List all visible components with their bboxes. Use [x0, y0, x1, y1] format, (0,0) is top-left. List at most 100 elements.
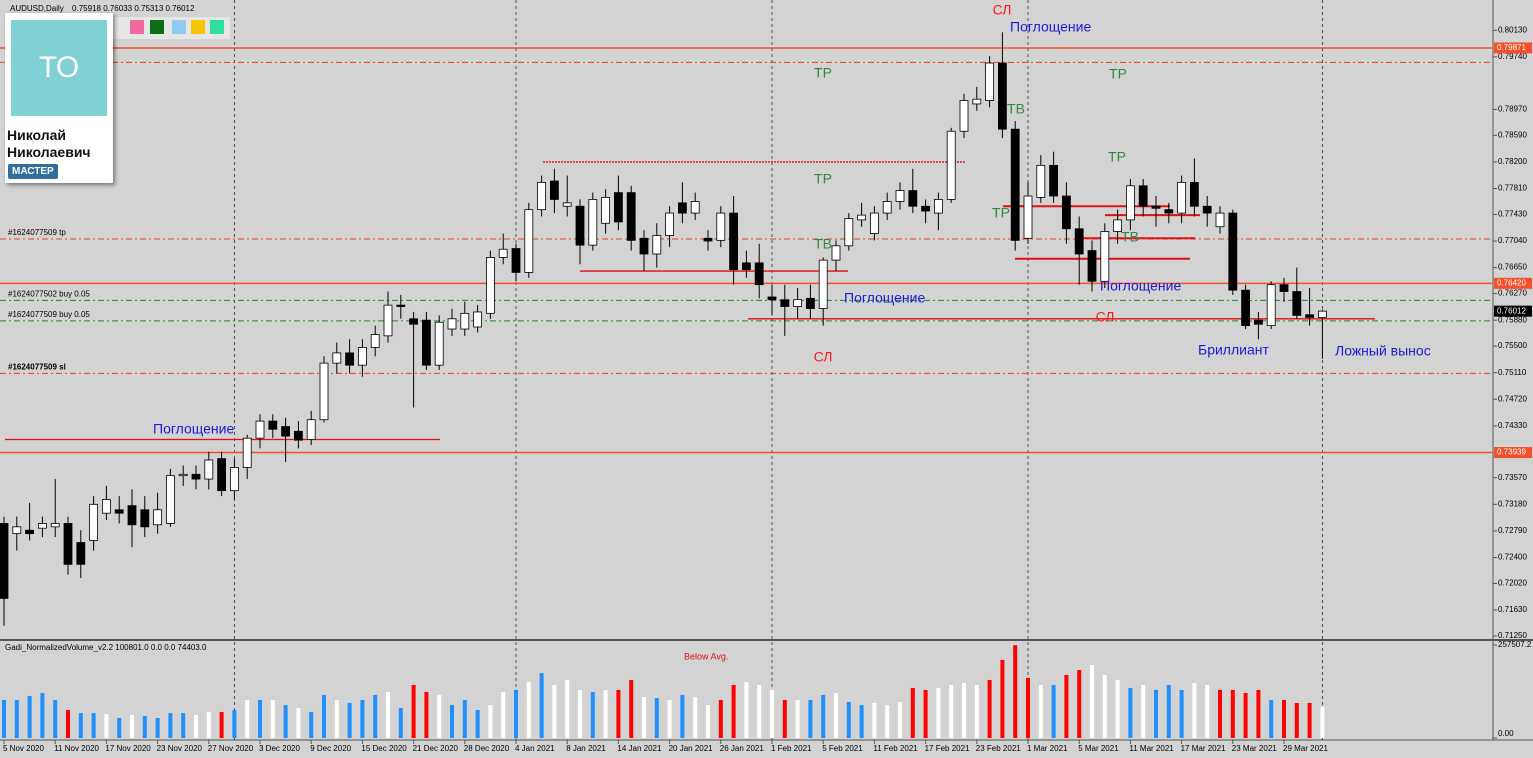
x-tick-label: 21 Dec 2020 [413, 744, 459, 753]
candle-body [550, 180, 559, 200]
candle-body [1010, 128, 1020, 241]
candle-body [1023, 195, 1033, 239]
y-tick-label: 0.78200 [1498, 157, 1527, 166]
volume-bar [334, 699, 339, 738]
swatch[interactable] [191, 20, 205, 34]
candle-body [537, 181, 546, 211]
volume-bar [1051, 684, 1056, 738]
x-tick-label: 4 Jan 2021 [515, 744, 555, 753]
annotation: Бриллиант [1198, 342, 1269, 358]
y-tick-label: 0.78970 [1498, 105, 1527, 114]
y-tick-label: 0.80130 [1498, 25, 1527, 34]
annotation: ТР [814, 65, 832, 81]
x-tick-label: 8 Jan 2021 [566, 744, 606, 753]
candle-body [345, 352, 355, 366]
volume-bar [347, 702, 352, 738]
candle-body [1100, 231, 1110, 282]
candle-body [754, 262, 764, 286]
candle-body [831, 245, 841, 261]
header-high: 0.76033 [103, 4, 132, 13]
volume-bar [206, 711, 211, 738]
volume-bar [718, 699, 723, 738]
y-tick-label: 0.77040 [1498, 236, 1527, 245]
volume-bar [795, 699, 800, 738]
volume-bar [1192, 682, 1197, 738]
volume-bar [1090, 664, 1094, 738]
candle-body [626, 192, 636, 241]
toolbar [112, 17, 230, 39]
volume-bar [821, 694, 826, 738]
volume-bar [78, 712, 83, 738]
candle-body [460, 312, 470, 330]
x-tick-label: 23 Feb 2021 [976, 744, 1021, 753]
volume-bar [1141, 684, 1146, 738]
annotation: Поглощение [1100, 278, 1181, 294]
volume-note: Below Avg. [684, 651, 728, 661]
candle-body [1074, 228, 1084, 255]
candle-body [383, 304, 393, 337]
volume-bar [168, 712, 173, 738]
candle-body [729, 212, 738, 271]
volume-bar [117, 717, 122, 738]
x-tick-label: 5 Nov 2020 [3, 744, 44, 753]
candle-body [678, 202, 687, 214]
volume-bar [1077, 669, 1082, 738]
volume-bar [859, 704, 864, 738]
price-box [1494, 277, 1532, 289]
current-price-label: 0.76012 [1497, 306, 1526, 315]
volume-bar [629, 679, 634, 738]
volume-bar [91, 712, 96, 738]
y-tick-label: 0.78590 [1498, 130, 1527, 139]
order-label: #1624077509 tp [8, 228, 66, 237]
candle-body [357, 347, 367, 366]
volume-bar [552, 684, 557, 738]
y-tick-label: 0.73570 [1498, 473, 1527, 482]
volume-bar [1218, 689, 1222, 738]
volume-bar [130, 714, 134, 738]
volume-bar [1038, 684, 1043, 738]
volume-bar [936, 687, 941, 738]
annotation: ТР [992, 205, 1010, 221]
volume-bar [1269, 699, 1274, 738]
candle-body [89, 503, 98, 541]
swatch[interactable] [210, 20, 224, 34]
current-price-box [1494, 305, 1532, 317]
volume-bar [245, 699, 250, 738]
volume-bar [66, 709, 70, 738]
candle-body [306, 419, 316, 440]
swatch[interactable] [172, 20, 186, 34]
volume-bar [1102, 674, 1107, 738]
x-tick-label: 17 Nov 2020 [105, 744, 151, 753]
volume-bar [270, 699, 275, 738]
volume-bar [1179, 689, 1184, 738]
volume-bar [1000, 659, 1005, 738]
swatch[interactable] [130, 20, 144, 34]
candle-body [1151, 205, 1161, 209]
x-tick-label: 17 Mar 2021 [1181, 744, 1226, 753]
volume-bar [680, 694, 685, 738]
candle-body [319, 362, 329, 421]
candle-body [639, 237, 649, 255]
chart-header: AUDUSD,Daily 0.75918 0.76033 0.75313 0.7… [10, 4, 195, 13]
volume-bar [898, 701, 902, 738]
swatch[interactable] [150, 20, 164, 34]
volume-tick-label: 257507.2 [1498, 640, 1532, 649]
x-tick-label: 11 Mar 2021 [1129, 744, 1174, 753]
candle-body [268, 420, 278, 430]
volume-bar [501, 691, 506, 738]
volume-bar [974, 684, 979, 738]
x-tick-label: 27 Nov 2020 [208, 744, 254, 753]
candle-body [165, 475, 175, 524]
candle-body [1138, 185, 1148, 207]
candle-body [575, 205, 585, 246]
volume-bar [667, 699, 672, 738]
profile-card[interactable]: ТО Николай Николаевич МАСТЕР [5, 13, 113, 183]
volume-bar [104, 713, 109, 738]
volume-bar [194, 714, 198, 738]
candle-body [370, 334, 380, 348]
order-label: #1624077509 sl [8, 362, 66, 371]
price-box-label: 0.76420 [1497, 278, 1526, 287]
volume-bar [155, 717, 160, 738]
volume-bar [834, 692, 838, 738]
y-tick-label: 0.72020 [1498, 579, 1527, 588]
